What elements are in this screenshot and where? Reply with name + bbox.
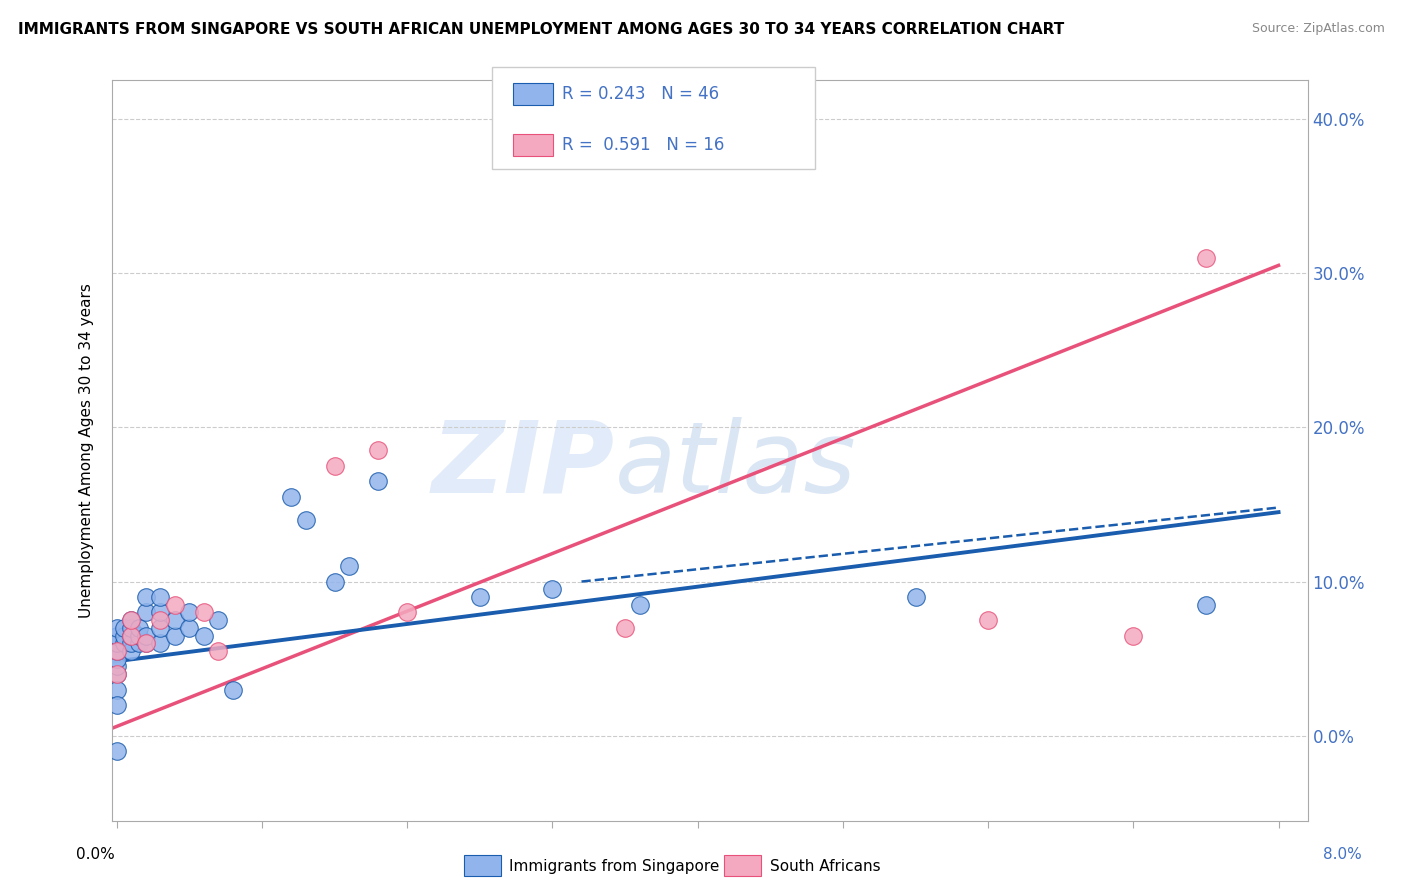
Point: [1195, 251, 1218, 265]
Point: [207, 644, 229, 658]
Text: IMMIGRANTS FROM SINGAPORE VS SOUTH AFRICAN UNEMPLOYMENT AMONG AGES 30 TO 34 YEAR: IMMIGRANTS FROM SINGAPORE VS SOUTH AFRIC…: [18, 22, 1064, 37]
Point: [468, 590, 491, 604]
Text: South Africans: South Africans: [770, 859, 882, 873]
Point: [112, 621, 135, 635]
Point: [105, 644, 128, 658]
Point: [149, 613, 172, 627]
Point: [163, 613, 186, 627]
Point: [541, 582, 564, 597]
Point: [135, 636, 157, 650]
Point: [128, 621, 150, 635]
Point: [128, 636, 150, 650]
Point: [977, 613, 1000, 627]
Point: [149, 590, 172, 604]
Text: 8.0%: 8.0%: [1323, 847, 1362, 862]
Point: [105, 628, 128, 642]
Point: [193, 606, 215, 620]
Point: [120, 613, 142, 627]
Y-axis label: Unemployment Among Ages 30 to 34 years: Unemployment Among Ages 30 to 34 years: [79, 283, 94, 618]
Point: [105, 682, 128, 697]
Point: [105, 667, 128, 681]
Text: Source: ZipAtlas.com: Source: ZipAtlas.com: [1251, 22, 1385, 36]
Point: [120, 613, 142, 627]
Text: atlas: atlas: [614, 417, 856, 514]
Point: [135, 636, 157, 650]
Point: [112, 628, 135, 642]
Point: [105, 744, 128, 758]
Point: [120, 628, 142, 642]
Point: [904, 590, 927, 604]
Point: [120, 636, 142, 650]
Point: [120, 621, 142, 635]
Point: [105, 698, 128, 712]
Point: [128, 628, 150, 642]
Point: [149, 636, 172, 650]
Point: [179, 621, 201, 635]
Point: [105, 651, 128, 665]
Point: [367, 475, 389, 489]
Point: [163, 628, 186, 642]
Point: [323, 458, 346, 473]
Point: [149, 621, 172, 635]
Point: [193, 628, 215, 642]
Point: [367, 443, 389, 458]
Text: R = 0.243   N = 46: R = 0.243 N = 46: [562, 85, 720, 103]
Point: [105, 659, 128, 673]
Point: [222, 682, 245, 697]
Point: [1122, 628, 1144, 642]
Point: [105, 636, 128, 650]
Point: [112, 636, 135, 650]
Point: [294, 513, 316, 527]
Text: 0.0%: 0.0%: [76, 847, 115, 862]
Point: [135, 628, 157, 642]
Point: [105, 644, 128, 658]
Point: [323, 574, 346, 589]
Point: [120, 644, 142, 658]
Point: [337, 559, 360, 574]
Point: [120, 628, 142, 642]
Point: [105, 667, 128, 681]
Text: ZIP: ZIP: [432, 417, 614, 514]
Point: [179, 606, 201, 620]
Point: [396, 606, 419, 620]
Point: [135, 590, 157, 604]
Text: Immigrants from Singapore: Immigrants from Singapore: [509, 859, 720, 873]
Point: [1195, 598, 1218, 612]
Point: [149, 606, 172, 620]
Point: [105, 621, 128, 635]
Point: [614, 621, 637, 635]
Point: [135, 606, 157, 620]
Point: [163, 598, 186, 612]
Point: [207, 613, 229, 627]
Text: R =  0.591   N = 16: R = 0.591 N = 16: [562, 136, 724, 154]
Point: [280, 490, 302, 504]
Point: [628, 598, 651, 612]
